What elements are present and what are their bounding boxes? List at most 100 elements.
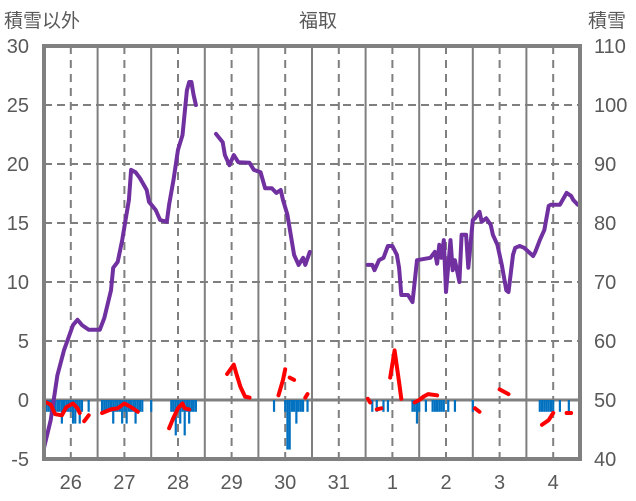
precip-bar — [105, 400, 108, 412]
precip-bar — [435, 400, 439, 412]
right-tick-label: 70 — [594, 272, 616, 294]
precip-bar — [290, 400, 293, 412]
precip-bar — [413, 400, 416, 412]
left-tick-label: 0 — [18, 390, 29, 412]
temperature-line — [225, 362, 252, 400]
temperature-line — [82, 413, 91, 424]
precip-bar — [301, 400, 305, 412]
right-tick-label: 80 — [594, 213, 616, 235]
precip-bar — [185, 400, 189, 412]
right-tick-label: 60 — [594, 331, 616, 353]
left-tick-label: 10 — [7, 272, 29, 294]
precip-bar — [112, 400, 115, 424]
precip-bar — [150, 400, 153, 412]
left-tick-label: 25 — [7, 95, 29, 117]
precip-bar — [375, 400, 378, 412]
precip-bar — [540, 400, 544, 412]
precip-bar — [411, 400, 414, 412]
precip-bar — [136, 400, 139, 412]
temperature-line — [100, 401, 140, 415]
precip-bar — [107, 400, 110, 412]
precip-bar — [295, 400, 298, 424]
precip-bar — [424, 400, 427, 412]
snow-depth-line — [42, 80, 198, 450]
precip-bar — [100, 400, 104, 412]
plot-frame — [42, 44, 582, 461]
snow-depth-line — [365, 190, 580, 305]
right-axis-title: 積雪 — [588, 10, 626, 32]
precip-bar — [552, 400, 555, 412]
precip-bar — [125, 400, 128, 424]
x-tick-label: 30 — [274, 472, 296, 494]
precip-bar — [547, 400, 550, 412]
left-tick-label: 30 — [7, 36, 29, 58]
precip-bar — [543, 400, 546, 412]
precip-bar — [418, 400, 421, 412]
x-tick-label: 1 — [387, 472, 398, 494]
temperature-line — [303, 392, 310, 400]
precip-bar — [121, 400, 124, 424]
precip-bar — [440, 400, 443, 412]
precip-bar — [306, 400, 309, 412]
temperature-line — [497, 387, 511, 397]
precip-bar — [45, 400, 48, 412]
chart-title: 福取 — [299, 10, 337, 32]
precip-bar — [190, 400, 193, 412]
precip-bar — [74, 400, 77, 424]
precip-bar — [63, 400, 66, 412]
precip-bar — [442, 400, 445, 412]
temperature-line — [374, 406, 384, 412]
precip-bar — [179, 400, 182, 424]
x-tick-label: 2 — [440, 472, 451, 494]
precip-bar — [288, 400, 291, 450]
precip-bar — [558, 400, 561, 412]
precip-bar — [453, 400, 457, 412]
precip-bar — [433, 400, 436, 412]
temperature-line — [365, 396, 373, 405]
right-tick-label: 100 — [594, 95, 627, 117]
precip-bar — [447, 400, 450, 412]
temperature-line — [287, 375, 297, 382]
precip-bar — [188, 400, 191, 424]
precip-bar — [192, 400, 195, 412]
precip-bar — [545, 400, 548, 412]
right-tick-label: 90 — [594, 154, 616, 176]
precip-bar — [382, 400, 385, 412]
x-tick-label: 29 — [220, 472, 242, 494]
temperature-line — [44, 400, 82, 418]
x-tick-label: 31 — [328, 472, 350, 494]
temperature-line — [167, 401, 192, 431]
precip-bar — [284, 400, 287, 412]
temperature-line — [412, 392, 440, 405]
precip-bar — [170, 400, 173, 412]
precip-bar — [183, 400, 186, 436]
precip-bar — [567, 400, 570, 412]
x-tick-label: 26 — [60, 472, 82, 494]
precip-bar — [538, 400, 541, 412]
precip-bar — [299, 400, 302, 412]
left-tick-label: -5 — [11, 449, 29, 471]
x-tick-label: 27 — [113, 472, 135, 494]
right-tick-label: 110 — [594, 36, 626, 58]
precip-bar — [47, 400, 50, 412]
precip-bar — [103, 400, 106, 412]
precip-bar — [386, 400, 390, 412]
precip-bar — [138, 400, 142, 412]
left-axis-title: 積雪以外 — [4, 10, 80, 32]
left-tick-label: 5 — [18, 331, 29, 353]
plot-border — [42, 44, 582, 461]
precip-bar — [431, 400, 434, 412]
left-tick-label: 15 — [7, 213, 29, 235]
right-tick-label: 50 — [594, 390, 616, 412]
left-tick-label: 20 — [7, 154, 29, 176]
temperature-line — [388, 348, 404, 401]
precip-bar — [114, 400, 117, 412]
x-tick-label: 4 — [548, 472, 559, 494]
precip-bar — [549, 400, 553, 412]
precip-bar — [194, 400, 197, 412]
temperature-line — [276, 367, 288, 398]
temperature-line — [540, 411, 556, 427]
precip-bar — [71, 400, 75, 424]
